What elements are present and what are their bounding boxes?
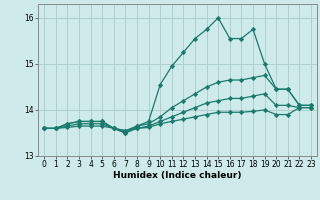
X-axis label: Humidex (Indice chaleur): Humidex (Indice chaleur) [113,171,242,180]
